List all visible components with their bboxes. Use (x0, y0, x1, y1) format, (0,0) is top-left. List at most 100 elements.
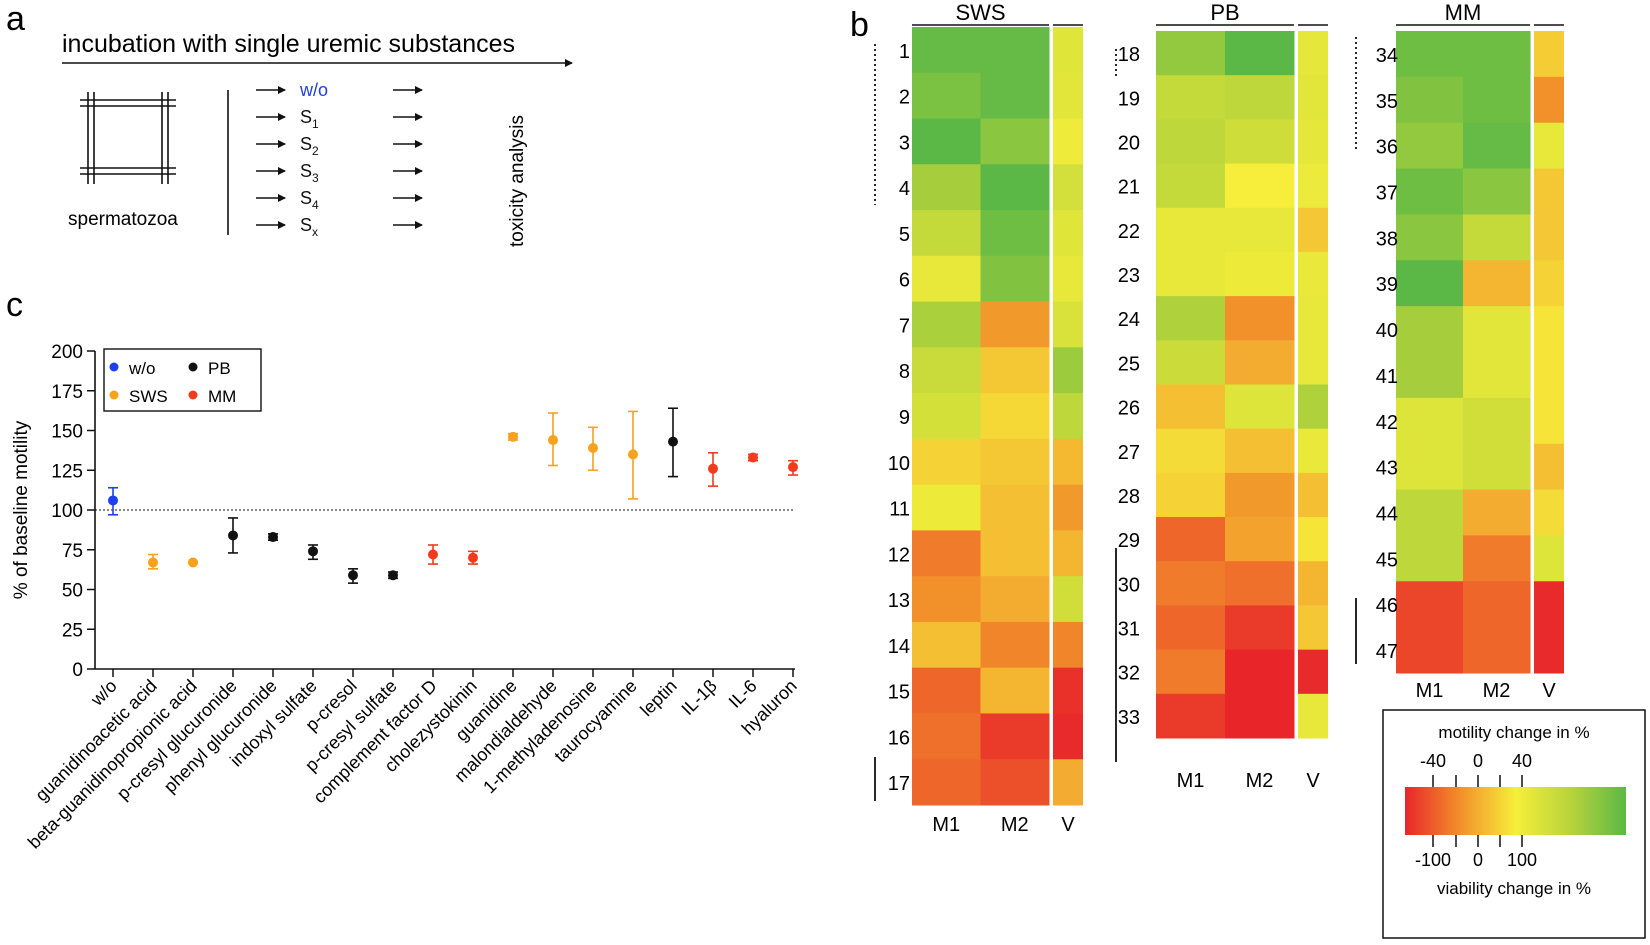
cell-m1 (1156, 384, 1226, 430)
cell-v (1053, 27, 1083, 74)
cell-m2 (1225, 384, 1295, 430)
cell-m2 (980, 438, 1050, 486)
panel-a-title: incubation with single uremic substances (62, 30, 515, 58)
y-tick-label: 200 (51, 342, 83, 363)
row-label: 10 (888, 453, 910, 475)
cell-m1 (912, 164, 981, 211)
cell-m1 (912, 393, 981, 440)
cell-v (1298, 119, 1328, 165)
cell-v (1298, 296, 1328, 341)
cell-v (1053, 118, 1083, 165)
data-point (708, 463, 718, 474)
data-point (788, 462, 798, 473)
cell-m2 (1225, 119, 1295, 165)
cell-m1 (912, 255, 981, 303)
cell-v (1298, 340, 1328, 385)
cell-m2 (980, 621, 1050, 669)
cell-m1 (912, 210, 981, 257)
cell-m1 (912, 621, 981, 669)
cell-m2 (1463, 260, 1531, 307)
cell-m1 (1156, 472, 1226, 518)
cell-m1 (1156, 517, 1226, 562)
cell-m2 (1463, 76, 1531, 124)
column-label-v: V (1542, 680, 1556, 702)
column-label-m2: M2 (1483, 680, 1511, 702)
row-label: 8 (899, 361, 910, 383)
row-label: 36 (1376, 137, 1398, 159)
colorbar-title-top: motility change in % (1438, 723, 1589, 742)
cell-m2 (980, 393, 1050, 440)
cell-v (1534, 397, 1564, 445)
row-label: 47 (1376, 641, 1398, 663)
y-tick-label: 175 (51, 382, 83, 403)
row-label: 6 (899, 270, 910, 292)
data-point (468, 552, 478, 563)
cell-label: spermatozoa (68, 209, 178, 230)
cell-v (1534, 352, 1564, 399)
x-tick-label: leptin (636, 676, 681, 721)
colorbar-title-bottom: viability change in % (1437, 879, 1591, 898)
cell-v (1298, 31, 1328, 76)
cell-m1 (1156, 561, 1226, 606)
row-label: 20 (1118, 132, 1140, 154)
y-tick-label: 0 (72, 660, 83, 681)
cell-m2 (980, 164, 1050, 211)
row-label: 23 (1118, 265, 1140, 287)
cell-m1 (1156, 251, 1226, 297)
cell-v (1053, 255, 1083, 303)
cell-m2 (1463, 31, 1531, 78)
row-label: 44 (1376, 504, 1398, 526)
row-label: 9 (899, 407, 910, 429)
cell-m2 (980, 667, 1050, 714)
panel-c: c 0 25 50 75 100 125 150 175 200 % of baseline mo… (6, 286, 801, 853)
cell-v (1298, 472, 1328, 518)
data-point (268, 532, 278, 543)
row-label: 32 (1118, 663, 1140, 685)
panel-label-b: b (850, 6, 869, 44)
motility-chart: 0 25 50 75 100 125 150 175 200 % of baseline moti… (11, 342, 801, 853)
cell-v (1534, 581, 1564, 628)
colorbar-gradient (1405, 787, 1626, 835)
cell-m2 (1225, 693, 1295, 739)
cell-m1 (1156, 296, 1226, 341)
cell-m1 (1156, 163, 1226, 209)
row-label: 31 (1118, 619, 1140, 641)
data-point (188, 557, 198, 568)
row-label: 14 (888, 636, 910, 658)
cell-m2 (980, 210, 1050, 257)
cell-v (1534, 535, 1564, 582)
row-label: 1 (899, 41, 910, 63)
row-label: 12 (888, 544, 910, 566)
cell-v (1298, 207, 1328, 253)
cell-v (1053, 438, 1083, 486)
cell-m1 (1396, 214, 1464, 261)
data-point (148, 557, 158, 568)
cell-m2 (1225, 163, 1295, 209)
heatmap-pb: PB 18 19 20 21 22 23 24 25 26 27 28 29 30 31 32 33 M1 M2 V (1115, 0, 1328, 792)
row-label: 15 (888, 682, 910, 704)
cell-m1 (1156, 207, 1226, 253)
colorbar-tick-top: 0 (1473, 751, 1483, 771)
row-label: 3 (899, 132, 910, 154)
row-label: 11 (889, 499, 910, 521)
analysis-label: toxicity analysis (507, 115, 528, 247)
cell-m2 (980, 72, 1050, 120)
cell-m2 (1463, 397, 1531, 445)
cell-m2 (1225, 472, 1295, 518)
data-point (348, 570, 358, 581)
row-label: 33 (1118, 707, 1140, 729)
cell-m2 (980, 27, 1050, 74)
cell-m2 (1463, 122, 1531, 170)
cell-m2 (980, 301, 1050, 348)
legend-label: w/o (128, 359, 155, 378)
cell-m1 (1396, 397, 1464, 445)
condition-label-2: S2 (300, 134, 319, 158)
row-label: 41 (1376, 366, 1398, 388)
cell-v (1534, 76, 1564, 124)
y-axis-label: % of baseline motility (11, 420, 32, 599)
data-point (508, 431, 518, 442)
condition-label-1: S1 (300, 107, 319, 131)
